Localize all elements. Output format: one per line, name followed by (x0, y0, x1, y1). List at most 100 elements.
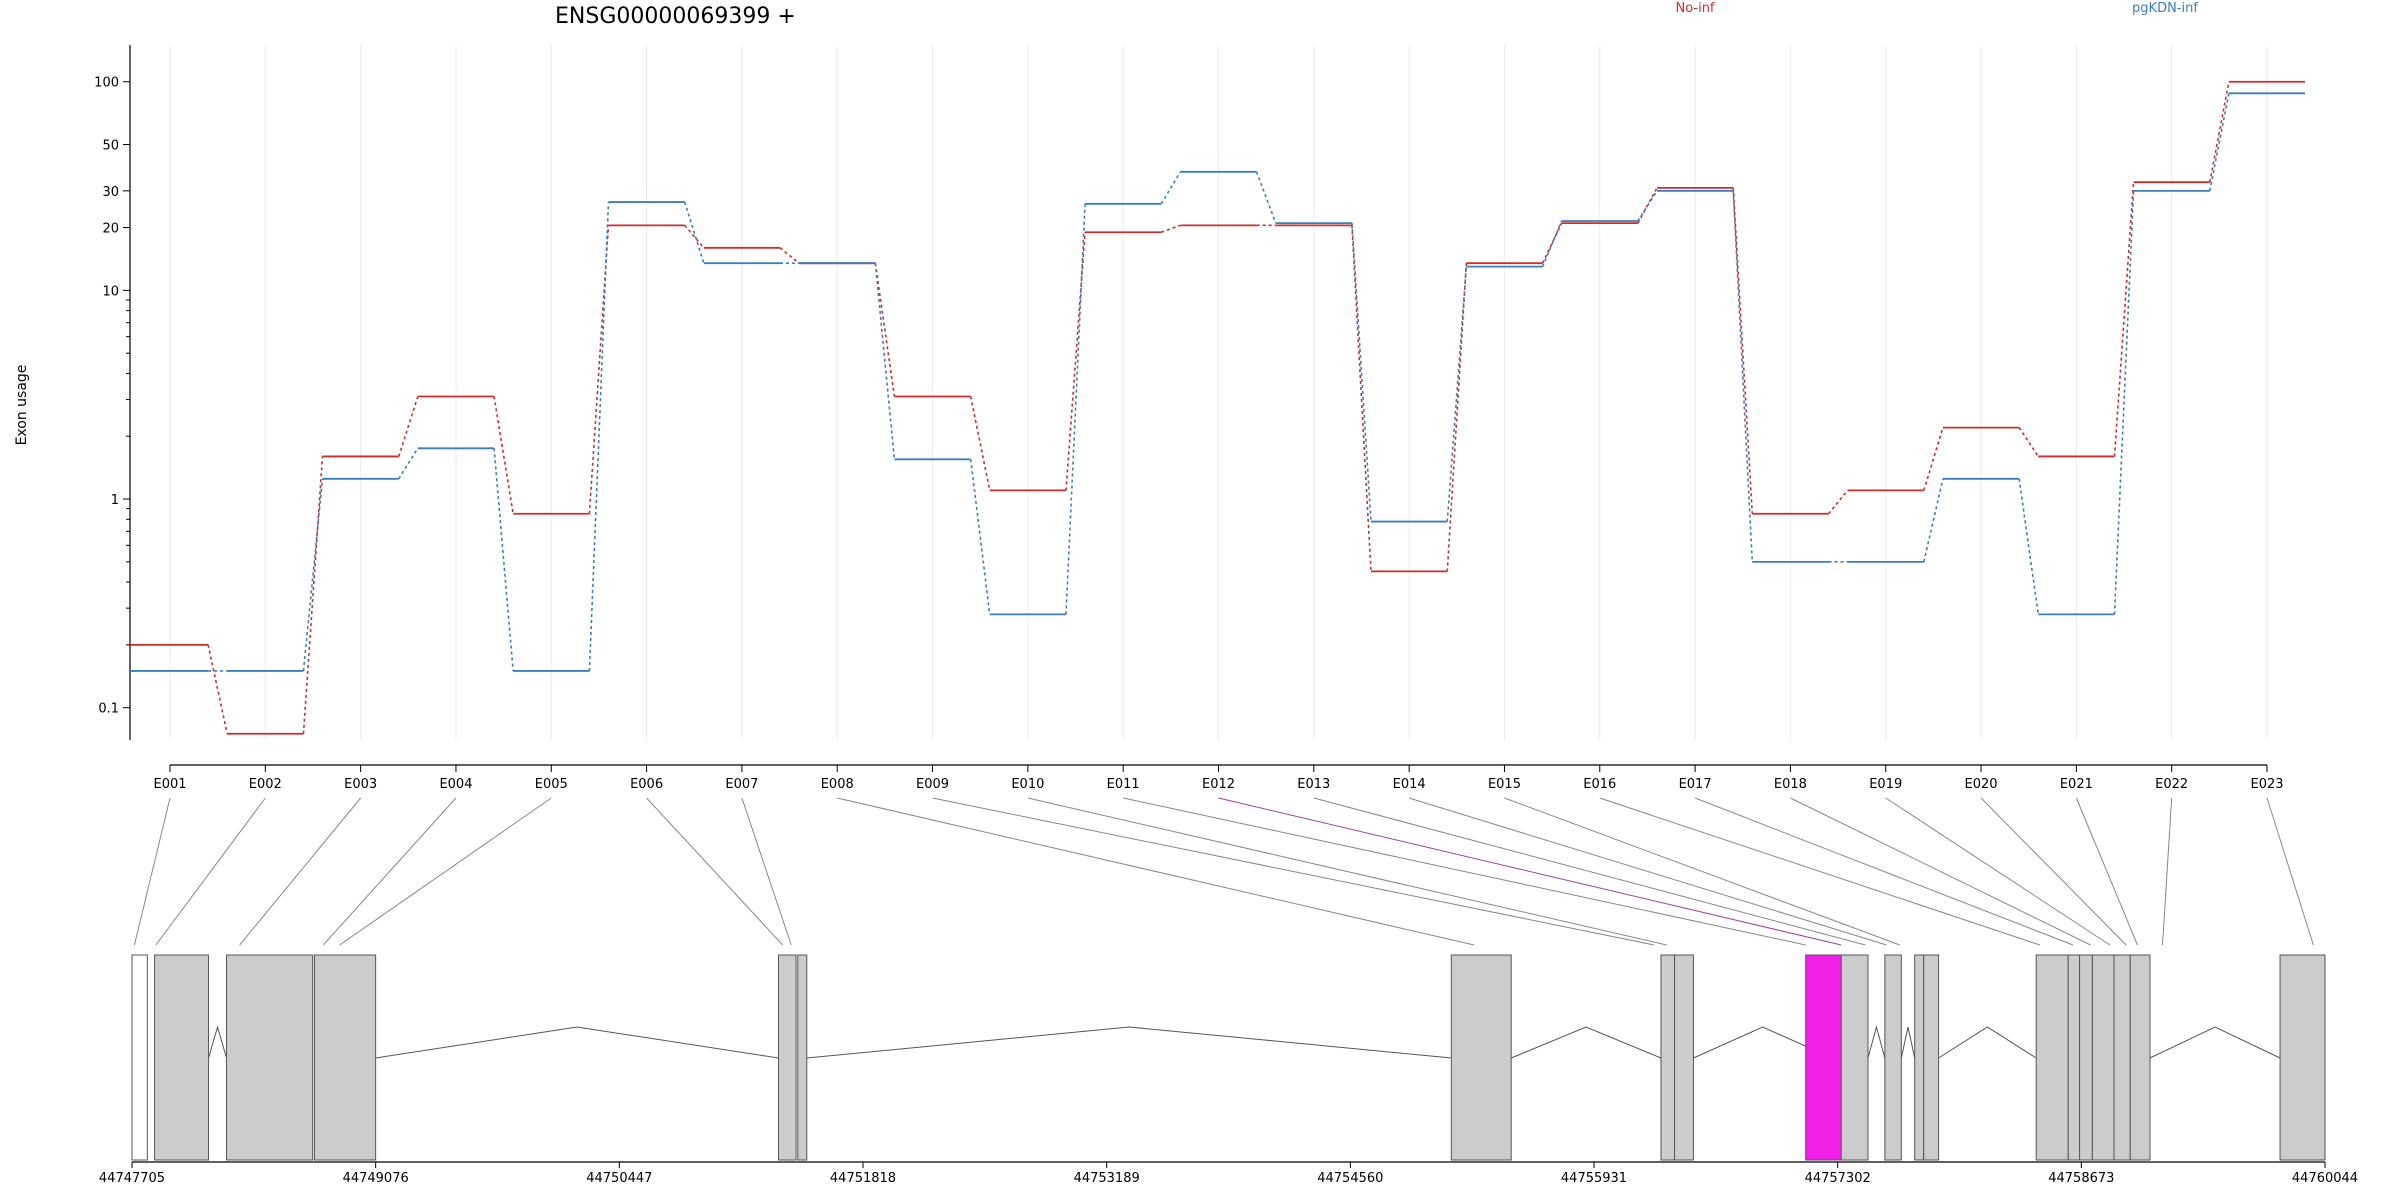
x-tick-label: E022 (2155, 777, 2188, 792)
x-tick-label: E015 (1488, 777, 1521, 792)
series-connector (684, 224, 705, 249)
series-connector (1065, 203, 1086, 615)
series-connector (1732, 187, 1754, 514)
exon-connector (1504, 797, 1900, 946)
series-connector (1732, 190, 1754, 562)
y-tick-label: 20 (102, 222, 119, 237)
exon-connector (2075, 797, 2138, 946)
series-connector (1923, 427, 1944, 491)
x-tick-label: E019 (1869, 777, 1902, 792)
intron-line (208, 1025, 227, 1059)
exon-block (1674, 954, 1694, 1161)
gene-model (131, 954, 2326, 1161)
x-tick-label: E023 (2250, 777, 2283, 792)
exon-connector (1218, 797, 1842, 946)
series-connector (969, 396, 991, 491)
series-connector (683, 201, 705, 264)
series-connector (1827, 489, 1849, 515)
genomic-tick-label: 44757302 (1805, 1171, 1871, 1186)
genomic-tick-label: 44760044 (2292, 1171, 2358, 1186)
x-tick-label: E021 (2060, 777, 2093, 792)
y-tick-label: 50 (102, 139, 119, 154)
x-tick-label: E012 (1202, 777, 1235, 792)
x-tick-label: E008 (821, 777, 854, 792)
exon-connector (837, 797, 1475, 946)
exon-block (1884, 954, 1902, 1161)
x-tick-label: E005 (535, 777, 568, 792)
exon-connector (741, 797, 792, 946)
exon-connector (1313, 797, 1866, 946)
y-axis-title: Exon usage (14, 365, 30, 446)
series-connector (969, 459, 991, 615)
genomic-tick-label: 44753189 (1074, 1171, 1140, 1186)
series-connector (1065, 232, 1086, 491)
series-connector (874, 263, 896, 397)
y-tick-label: 10 (102, 284, 119, 299)
series-connector (2018, 427, 2039, 457)
legend-label: No-inf (1675, 1, 1714, 16)
exon-connector (339, 797, 552, 946)
series-connector (1161, 224, 1181, 233)
series-connector (1541, 222, 1563, 264)
x-tick-label: E017 (1679, 777, 1712, 792)
exon-block (154, 954, 210, 1161)
exon-connector (932, 797, 1655, 946)
x-tick-label: E002 (249, 777, 282, 792)
exon-connector (1790, 797, 2091, 946)
exon-connector (1694, 797, 2074, 946)
series-connector (398, 447, 419, 480)
series-connector (1255, 171, 1277, 224)
x-tick-label: E006 (630, 777, 663, 792)
exon-connector (239, 797, 362, 946)
series-connector (207, 644, 228, 734)
exon-connector (1408, 797, 1887, 946)
exon-block (2035, 954, 2069, 1161)
series-connector (779, 247, 800, 264)
series-connector (2209, 81, 2230, 183)
exon-connector (322, 797, 457, 946)
exon-connector (646, 797, 784, 946)
series-connector (2018, 478, 2040, 615)
x-tick-label: E004 (439, 777, 472, 792)
series-connector (493, 448, 514, 672)
legend: No-inf pgKDN-inf (1675, 1, 2198, 16)
x-tick-label: E016 (1583, 777, 1616, 792)
series-connector (302, 456, 324, 734)
y-axis: 0.1 1 10 20 30 50 100 (94, 45, 131, 740)
genomic-tick-label: 44750447 (586, 1171, 652, 1186)
y-tick-label: 30 (102, 185, 119, 200)
x-tick-label: E014 (1393, 777, 1426, 792)
intron-line (375, 1026, 779, 1059)
x-tick-label: E013 (1297, 777, 1330, 792)
x-tick-label: E020 (1965, 777, 1998, 792)
genomic-tick-label: 44754560 (1317, 1171, 1383, 1186)
series-connector (2209, 93, 2230, 191)
genomic-tick-label: 44755931 (1561, 1171, 1627, 1186)
intron-line (1867, 1025, 1886, 1059)
series-connector (1351, 223, 1372, 522)
exon-block (313, 954, 377, 1161)
chart-title: ENSG00000069399 + (555, 4, 796, 29)
exon-block (1660, 954, 1676, 1161)
exon-block (226, 954, 314, 1161)
exon-block (797, 954, 808, 1161)
exon-block (2067, 954, 2081, 1161)
exon-connector (1599, 797, 2041, 946)
series-connector (874, 263, 896, 460)
series-connector (1541, 220, 1563, 267)
series-connector (302, 478, 324, 672)
exon-block (2091, 954, 2115, 1161)
exon-connector (155, 797, 266, 946)
exon-connector (2266, 797, 2314, 946)
x-tick-label: E001 (153, 777, 186, 792)
exon-connector (133, 797, 171, 946)
exon-block (131, 954, 148, 1161)
series-connector (1446, 266, 1468, 522)
highlighted-exon-block (1805, 954, 1842, 1161)
intron-line (1900, 1026, 1916, 1059)
series-connector (1160, 171, 1182, 205)
exon-block (1914, 954, 1925, 1161)
x-tick-label: E011 (1107, 777, 1140, 792)
series-connector (1923, 478, 1944, 563)
